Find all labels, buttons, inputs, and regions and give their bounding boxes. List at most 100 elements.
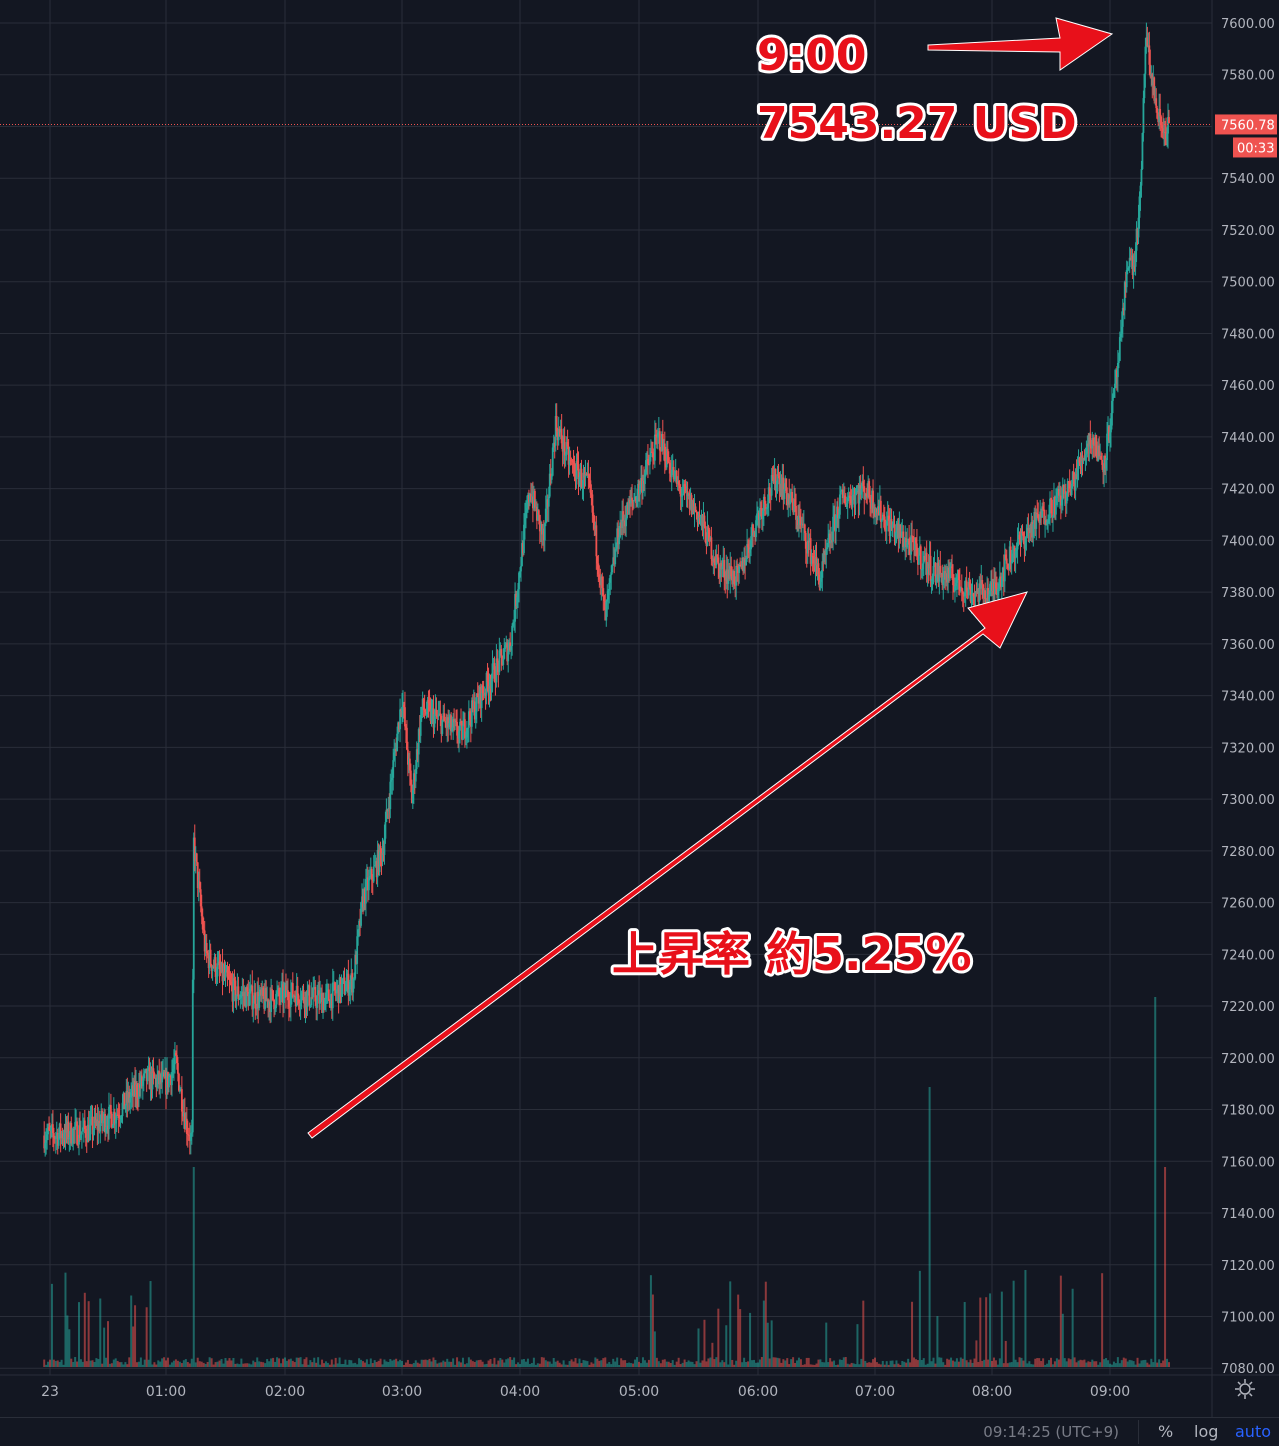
candle-body xyxy=(1101,459,1104,465)
candle-body xyxy=(164,1071,166,1078)
candle-body xyxy=(728,569,731,579)
candle-body xyxy=(1002,567,1005,582)
candle-body xyxy=(461,722,463,740)
candle-body xyxy=(997,588,999,595)
volume-bar xyxy=(395,1358,398,1367)
candle-body xyxy=(1091,438,1094,449)
candle-body xyxy=(432,708,435,728)
candle-body xyxy=(485,672,488,695)
volume-bar xyxy=(784,1360,787,1367)
volume-bar xyxy=(679,1364,682,1367)
volume-bar xyxy=(877,1363,880,1367)
x-tick-label: 01:00 xyxy=(146,1384,186,1400)
candle-body xyxy=(149,1071,152,1090)
price-axis[interactable]: 7600.007580.007560.007540.007520.007500.… xyxy=(0,17,1277,1377)
candle-body xyxy=(125,1091,128,1106)
volume-bar xyxy=(507,1358,510,1367)
candle-body xyxy=(270,989,273,1012)
candle-body xyxy=(856,491,859,493)
candle-body xyxy=(692,500,695,513)
candle-body xyxy=(913,541,915,551)
candle-body xyxy=(53,1138,56,1140)
candle-body xyxy=(1096,455,1099,461)
candle-body xyxy=(517,589,519,598)
candle-body xyxy=(90,1116,93,1120)
candle-body xyxy=(252,1003,255,1010)
candle-body xyxy=(425,713,428,715)
candle-body xyxy=(234,980,237,1001)
time-axis[interactable]: 23 01:00 02:00 03:00 04:00 05:00 06:00 07:00 08:… xyxy=(41,1384,1130,1400)
candle-body xyxy=(177,1063,179,1074)
candle-body xyxy=(463,719,465,726)
candle-body xyxy=(55,1133,58,1137)
candle-body xyxy=(1061,484,1064,500)
auto-scale-button[interactable]: auto xyxy=(1235,1422,1272,1441)
candle-body xyxy=(196,862,199,889)
candle-body xyxy=(835,515,837,532)
candle-body xyxy=(992,581,994,591)
candle-body xyxy=(1137,217,1140,238)
candle-body xyxy=(1029,527,1032,533)
candle-body xyxy=(985,599,988,605)
volume-bar xyxy=(574,1358,577,1367)
volume-bar xyxy=(418,1363,421,1367)
candle-body xyxy=(311,997,314,999)
candle-body xyxy=(712,558,715,561)
candle-body xyxy=(235,995,238,1001)
candle-body xyxy=(288,1006,291,1008)
candle-body xyxy=(131,1085,134,1093)
candle-body xyxy=(899,524,902,538)
volume-bar xyxy=(544,1360,547,1367)
candle-body xyxy=(257,991,260,1008)
candle-body xyxy=(476,693,479,698)
candle-body xyxy=(112,1111,115,1126)
volume-bar xyxy=(788,1364,791,1367)
volume-bar xyxy=(842,1357,845,1367)
volume-bar xyxy=(365,1359,368,1367)
candle-body xyxy=(372,866,375,882)
candle-body xyxy=(502,658,505,665)
candle-body xyxy=(162,1072,164,1074)
volume-bar xyxy=(854,1364,857,1367)
volume-bar xyxy=(291,1360,294,1367)
volume-bar xyxy=(532,1357,535,1367)
candle-body xyxy=(1153,77,1156,101)
candle-body xyxy=(1080,455,1083,466)
candle-body xyxy=(854,494,857,505)
volume-bar xyxy=(85,1361,88,1367)
candle-body xyxy=(866,496,869,498)
x-tick-label: 03:00 xyxy=(382,1384,422,1400)
candle-body xyxy=(529,494,531,502)
candle-body xyxy=(979,583,982,589)
candle-body xyxy=(996,588,998,595)
volume-bar xyxy=(250,1364,253,1367)
candle-body xyxy=(960,587,963,591)
candle-body xyxy=(643,480,645,484)
volume-bar xyxy=(971,1362,974,1367)
candle-body xyxy=(747,544,749,548)
candle-body xyxy=(993,581,995,595)
price-chart[interactable]: 7600.007580.007560.007540.007520.007500.… xyxy=(0,0,1279,1417)
candle-body xyxy=(937,562,940,582)
percent-scale-button[interactable]: % xyxy=(1158,1422,1174,1441)
candle-body xyxy=(846,498,849,504)
candlesticks xyxy=(43,22,1170,1157)
volume-bar xyxy=(981,1360,984,1367)
candle-body xyxy=(782,477,785,500)
candle-body xyxy=(178,1090,181,1092)
volume-bar xyxy=(406,1359,409,1367)
candle-body xyxy=(704,526,707,543)
volume-bar xyxy=(836,1364,839,1367)
candle-body xyxy=(160,1074,163,1083)
candle-body xyxy=(148,1067,151,1090)
candle-body xyxy=(608,582,611,591)
candle-body xyxy=(703,515,706,527)
candle-body xyxy=(227,976,230,980)
volume-bar xyxy=(1093,1361,1096,1367)
candle-body xyxy=(672,466,675,480)
candle-body xyxy=(808,538,811,543)
log-scale-button[interactable]: log xyxy=(1194,1422,1219,1441)
candle-body xyxy=(509,642,512,651)
candle-body xyxy=(916,543,918,555)
gear-icon[interactable] xyxy=(1234,1378,1256,1400)
